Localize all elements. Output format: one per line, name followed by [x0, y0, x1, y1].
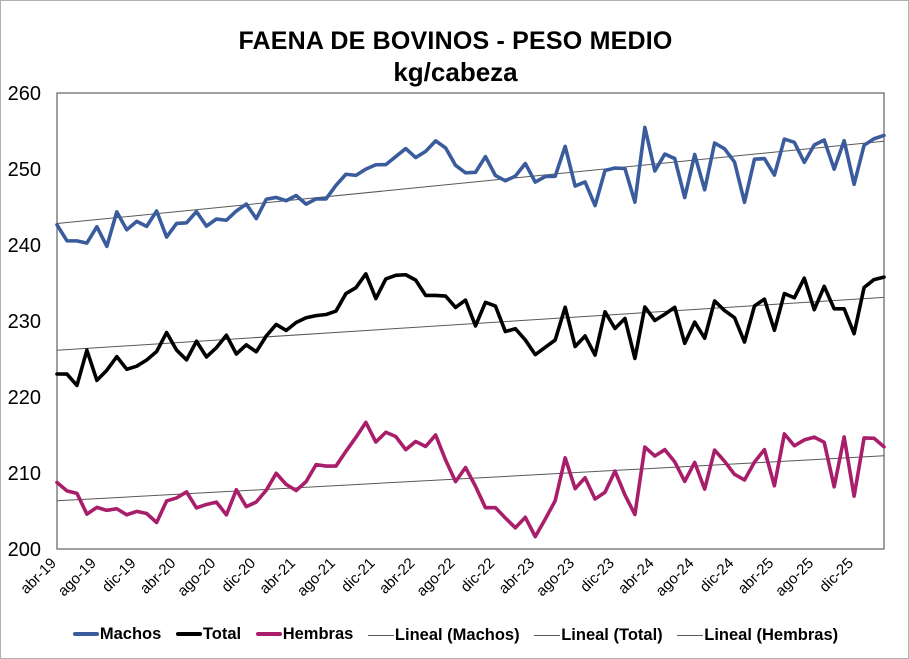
svg-text:abr-25: abr-25: [735, 555, 778, 598]
svg-text:ago-20: ago-20: [174, 555, 219, 600]
svg-text:dic-21: dic-21: [338, 555, 379, 596]
svg-text:dic-23: dic-23: [577, 555, 618, 596]
svg-text:dic-25: dic-25: [816, 555, 857, 596]
svg-text:230: 230: [8, 311, 41, 333]
svg-text:260: 260: [8, 83, 41, 105]
svg-text:200: 200: [8, 539, 41, 561]
svg-text:210: 210: [8, 463, 41, 485]
svg-text:abr-20: abr-20: [137, 555, 180, 598]
svg-text:ago-25: ago-25: [772, 555, 817, 600]
svg-text:240: 240: [8, 235, 41, 257]
svg-text:220: 220: [8, 387, 41, 409]
svg-text:ago-21: ago-21: [294, 555, 339, 600]
svg-text:250: 250: [8, 159, 41, 181]
svg-text:ago-24: ago-24: [652, 555, 697, 600]
svg-text:abr-19: abr-19: [17, 555, 60, 598]
svg-text:abr-23: abr-23: [495, 555, 538, 598]
svg-text:dic-19: dic-19: [99, 555, 140, 596]
svg-text:dic-20: dic-20: [218, 555, 259, 596]
svg-text:ago-22: ago-22: [413, 555, 458, 600]
svg-text:abr-22: abr-22: [376, 555, 419, 598]
svg-text:ago-23: ago-23: [533, 555, 578, 600]
svg-text:ago-19: ago-19: [55, 555, 100, 600]
svg-text:abr-24: abr-24: [615, 555, 658, 598]
svg-text:dic-24: dic-24: [696, 555, 737, 596]
svg-text:abr-21: abr-21: [256, 555, 299, 598]
svg-text:dic-22: dic-22: [457, 555, 498, 596]
